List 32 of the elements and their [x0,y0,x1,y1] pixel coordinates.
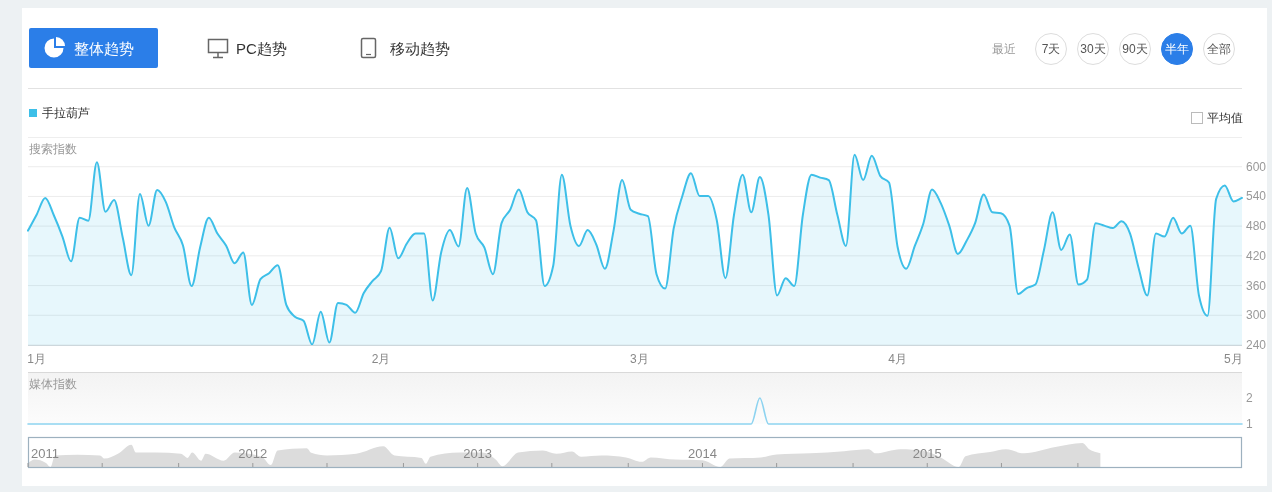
y-tick-label: 240 [1246,338,1267,352]
x-tick-label: 2013 [463,445,493,461]
text: PC趋势 [236,39,287,57]
text: 30天 [1080,42,1106,56]
x-tick-label: 2014 [687,445,717,461]
x-tick-label: 2011 [31,445,59,461]
y-tick-label: 1 [1246,417,1253,431]
legend-label: 手拉葫芦 [42,106,90,120]
y-tick-label: 360 [1246,278,1267,293]
x-tick-label: 2012 [238,445,268,461]
x-tick-label: 1月 [27,352,46,366]
x-tick-label: 4月 [888,352,907,366]
x-tick-label: 2月 [371,352,391,366]
text: 最近 [992,42,1016,56]
text: 半年 [1165,42,1189,56]
y-axis-title: 媒体指数 [29,377,77,391]
x-tick-label: 5月 [1224,352,1243,366]
text: 移动趋势 [390,39,450,57]
text: 7天 [1041,42,1061,56]
text: 90天 [1122,42,1148,56]
text: 平均值 [1207,111,1243,125]
y-axis-title: 搜索指数 [29,142,77,156]
y-tick-label: 420 [1246,248,1267,263]
y-tick-label: 300 [1246,308,1267,323]
x-tick-label: 3月 [629,352,649,366]
x-tick-label: 2015 [912,445,942,461]
text: 全部 [1207,42,1231,56]
y-tick-label: 480 [1246,219,1267,234]
y-tick-label: 540 [1246,189,1267,204]
text: 整体趋势 [74,39,134,57]
y-tick-label: 600 [1246,159,1267,174]
y-tick-label: 2 [1246,391,1253,405]
